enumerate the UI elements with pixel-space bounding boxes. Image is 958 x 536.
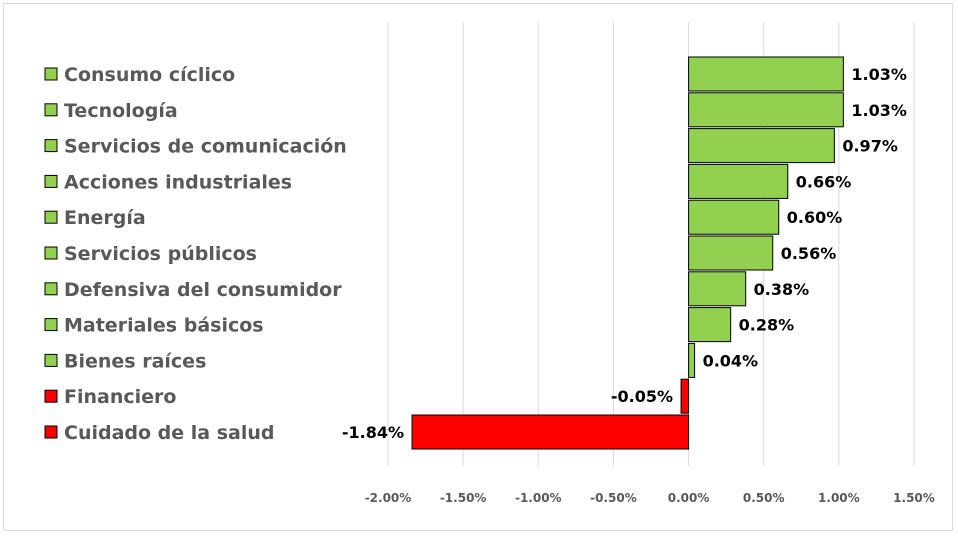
bar: [688, 271, 747, 307]
data-label: -0.05%: [611, 387, 673, 406]
legend-label: Servicios públicos: [64, 243, 257, 265]
data-label: 0.38%: [754, 280, 810, 299]
bar: [688, 199, 780, 235]
legend-swatch: [44, 389, 58, 403]
legend-swatch: [44, 174, 58, 188]
data-label: 0.60%: [787, 208, 843, 227]
bar: [688, 163, 789, 199]
legend-label: Energía: [64, 207, 146, 229]
data-label: 1.03%: [851, 65, 907, 84]
x-tick-label: -1.50%: [440, 491, 487, 505]
legend-label: Defensiva del consumidor: [64, 279, 342, 301]
bars: [411, 56, 844, 450]
bar: [688, 342, 696, 378]
legend-label: Financiero: [64, 386, 176, 408]
data-label: 1.03%: [851, 101, 907, 120]
bar: [680, 378, 690, 414]
data-label: 0.04%: [703, 351, 759, 370]
x-tick-label: -2.00%: [365, 491, 412, 505]
x-tick-label: -0.50%: [590, 491, 637, 505]
data-label: 0.28%: [739, 316, 795, 335]
legend-label: Bienes raíces: [64, 350, 206, 372]
legend-label: Tecnología: [64, 100, 178, 122]
legend-swatch: [44, 282, 58, 296]
legend-swatch: [44, 210, 58, 224]
x-tick-labels: -2.00% -1.50% -1.00% -0.50% 0.00% 0.50% 1.00% 1…: [365, 491, 935, 505]
data-label: -1.84%: [342, 423, 404, 442]
x-tick-label: 1.00%: [818, 491, 860, 505]
legend-swatch: [44, 67, 58, 81]
value-labels: 1.03% 1.03% 0.97% 0.66% 0.60% 0.56% 0.38% 0.28%…: [342, 65, 907, 442]
legend-label: Servicios de comunicación: [64, 136, 347, 158]
legend-label: Acciones industriales: [64, 171, 292, 193]
x-tick-label: 0.50%: [743, 491, 785, 505]
data-label: 0.97%: [842, 137, 898, 156]
bar: [688, 235, 774, 271]
legend-label: Consumo cíclico: [64, 64, 235, 86]
x-tick-label: 0.00%: [668, 491, 710, 505]
bar: [688, 128, 835, 164]
data-label: 0.56%: [781, 244, 837, 263]
legend-label: Materiales básicos: [64, 315, 264, 337]
x-tick-label: -1.00%: [515, 491, 562, 505]
legend-swatch: [44, 103, 58, 117]
x-tick-label: 1.50%: [893, 491, 935, 505]
legend-swatch: [44, 139, 58, 153]
legend-swatch: [44, 246, 58, 260]
legend-swatch: [44, 353, 58, 367]
bar: [411, 414, 690, 450]
legend-label: Cuidado de la salud: [64, 422, 275, 444]
bar: [688, 92, 844, 128]
legend-swatch: [44, 425, 58, 439]
legend-swatch: [44, 318, 58, 332]
bar: [688, 307, 732, 343]
bar: [688, 56, 844, 92]
legend: Consumo cíclico Tecnología Servicios de co…: [44, 64, 347, 444]
data-label: 0.66%: [796, 172, 852, 191]
